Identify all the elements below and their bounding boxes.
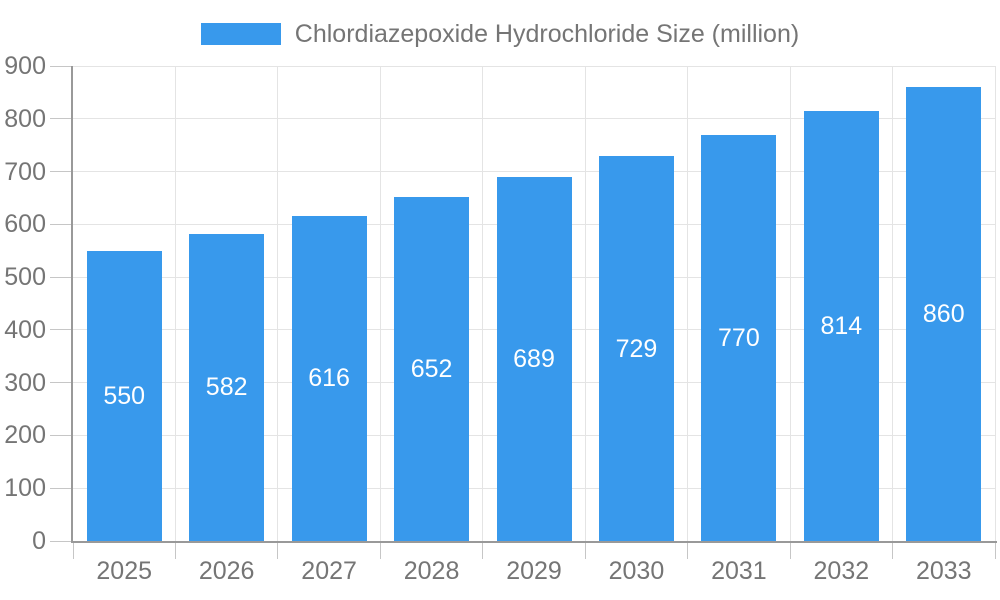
- x-axis-label: 2028: [403, 557, 460, 585]
- x-axis-tick: [687, 543, 689, 559]
- bar-value-label: 689: [513, 345, 555, 374]
- plot-area: 0 100 200 300 400 500 600 700 800 900 550 2025 582 20…: [4, 53, 997, 584]
- x-axis-tick: [482, 543, 484, 559]
- gridline-vertical: [687, 66, 689, 541]
- y-axis-tick: [50, 382, 71, 384]
- gridline-vertical: [379, 66, 381, 541]
- gridline-vertical: [789, 66, 791, 541]
- gridline-vertical: [482, 66, 484, 541]
- gridline-vertical: [584, 66, 586, 541]
- y-axis-label: 500: [4, 263, 46, 292]
- y-axis-label: 300: [4, 368, 46, 397]
- legend[interactable]: Chlordiazepoxide Hydrochloride Size (mil…: [0, 21, 1000, 47]
- bar-2032[interactable]: [803, 111, 879, 541]
- x-axis-tick: [789, 543, 791, 559]
- y-axis-tick: [50, 118, 71, 120]
- y-axis-tick: [50, 223, 71, 225]
- bar-value-label: 770: [718, 323, 760, 352]
- x-axis-tick: [72, 543, 74, 559]
- y-axis-tick: [50, 540, 71, 542]
- bar-2027[interactable]: [291, 215, 367, 541]
- bar-value-label: 582: [205, 373, 248, 402]
- y-axis-line: [71, 66, 73, 543]
- bar-value-label: 652: [410, 354, 453, 383]
- x-axis-label: 2026: [198, 557, 255, 585]
- bar-value-label: 616: [308, 364, 350, 393]
- bar-2025[interactable]: [86, 250, 162, 541]
- bar-2026[interactable]: [189, 233, 265, 541]
- x-axis-label: 2033: [915, 557, 972, 585]
- x-axis-label: 2031: [711, 557, 767, 585]
- bar-2030[interactable]: [598, 156, 674, 541]
- x-axis-label: 2029: [506, 557, 562, 585]
- bar-2028[interactable]: [394, 196, 470, 541]
- y-axis-tick: [50, 434, 71, 436]
- bar-2033[interactable]: [906, 87, 982, 541]
- y-axis-tick: [50, 65, 71, 67]
- x-axis-tick: [174, 543, 176, 559]
- y-axis-label: 900: [4, 52, 46, 80]
- y-axis-label: 0: [32, 527, 46, 555]
- y-axis-tick: [50, 329, 71, 331]
- x-axis-label: 2025: [96, 557, 153, 585]
- gridline-vertical: [174, 66, 176, 541]
- x-axis-tick: [379, 543, 381, 559]
- bar-value-label: 814: [820, 312, 863, 341]
- y-axis-tick: [50, 276, 71, 278]
- y-axis-label: 100: [4, 474, 46, 503]
- y-axis-label: 700: [4, 157, 46, 186]
- x-axis-line: [71, 541, 997, 543]
- legend-swatch: [200, 23, 281, 45]
- bar-value-label: 729: [615, 334, 658, 363]
- legend-label: Chlordiazepoxide Hydrochloride Size (mil…: [294, 20, 800, 48]
- gridline-vertical: [892, 66, 894, 541]
- x-axis-tick: [277, 543, 279, 559]
- gridline-horizontal: [73, 118, 995, 120]
- y-axis-tick: [50, 487, 71, 489]
- y-axis-tick: [50, 171, 71, 173]
- x-axis-label: 2027: [301, 557, 357, 585]
- bar-value-label: 550: [103, 381, 146, 410]
- gridline-horizontal: [73, 171, 995, 173]
- gridline-vertical: [994, 66, 996, 541]
- x-axis-tick: [892, 543, 894, 559]
- gridline-vertical: [277, 66, 279, 541]
- gridline-horizontal: [73, 65, 995, 67]
- bar-2031[interactable]: [701, 134, 777, 541]
- bar-value-label: 860: [922, 300, 965, 329]
- x-axis-label: 2032: [813, 557, 870, 585]
- x-axis-label: 2030: [608, 557, 665, 585]
- bar-2029[interactable]: [496, 177, 572, 541]
- y-axis-label: 400: [4, 315, 46, 344]
- y-axis-label: 200: [4, 421, 46, 450]
- x-axis-tick: [584, 543, 586, 559]
- y-axis-label: 600: [4, 210, 46, 239]
- y-axis-label: 800: [4, 104, 46, 133]
- x-axis-tick: [994, 543, 996, 559]
